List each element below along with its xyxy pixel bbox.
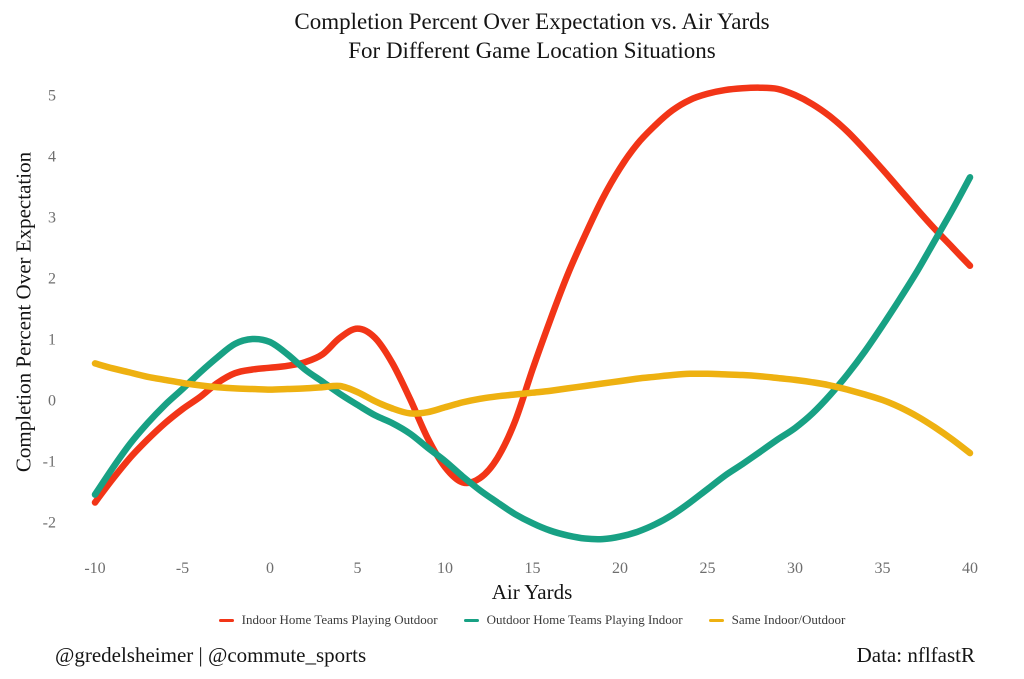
x-tick-label: 40 [962,560,978,577]
y-tick-label: 5 [48,88,56,105]
series-line-indoor-home-teams-playing-outdoor [91,84,974,506]
chart-title-line1: Completion Percent Over Expectation vs. … [294,9,770,34]
y-tick-label: 1 [48,332,56,349]
legend-item-outdoor-home-playing-indoor: Outdoor Home Teams Playing Indoor [463,612,683,628]
author-credit: @gredelsheimer | @commute_sports [55,643,367,667]
x-axis-title: Air Yards [491,580,573,604]
legend-label: Indoor Home Teams Playing Outdoor [241,612,438,627]
y-tick-label: -1 [43,454,56,471]
x-tick-label: 20 [612,560,628,577]
legend-label: Outdoor Home Teams Playing Indoor [486,612,683,627]
legend-item-indoor-home-playing-outdoor: Indoor Home Teams Playing Outdoor [218,612,438,628]
x-tick-label: 30 [787,560,803,577]
chart-title-line2: For Different Game Location Situations [348,38,716,63]
series-line-same-indoor-outdoor [91,360,974,457]
x-tick-label: 15 [525,560,541,577]
x-tick-label: -5 [176,560,189,577]
x-tick-label: 25 [700,560,716,577]
legend: Indoor Home Teams Playing Outdoor Outdoo… [40,612,1024,628]
series-line-outdoor-home-teams-playing-indoor [91,174,974,543]
legend-key-line-icon [708,618,724,622]
legend-key-line-icon [218,618,234,622]
chart-title: Completion Percent Over Expectation vs. … [40,7,1024,65]
y-tick-label: 0 [48,393,56,410]
x-tick-label: 35 [875,560,891,577]
x-tick-label: -10 [84,560,105,577]
data-source-credit: Data: nflfastR [856,643,975,667]
legend-item-same-indoor-outdoor: Same Indoor/Outdoor [708,612,846,628]
y-tick-label: -2 [43,515,56,532]
y-tick-label: 2 [48,271,56,288]
x-tick-label: 10 [437,560,453,577]
y-tick-label: 3 [48,210,56,227]
x-tick-label: 0 [266,560,274,577]
legend-key-line-icon [463,618,479,622]
x-tick-label: 5 [354,560,362,577]
legend-label: Same Indoor/Outdoor [731,612,846,627]
y-tick-label: 4 [48,149,56,166]
